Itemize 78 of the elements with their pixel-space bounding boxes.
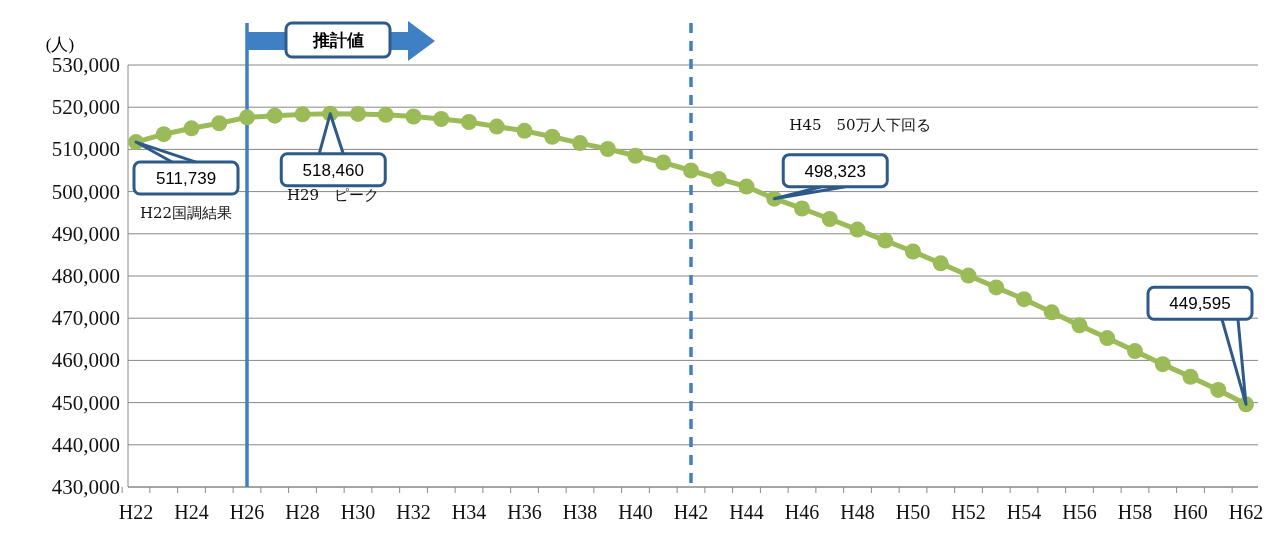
point	[1043, 304, 1060, 321]
x-tick-label: H48	[840, 501, 875, 523]
point	[1154, 356, 1171, 373]
point	[461, 113, 477, 130]
x-tick-label: H62	[1228, 501, 1264, 523]
point	[683, 162, 699, 179]
annotation: H45 50万人下回る	[789, 116, 931, 134]
data-label: 498,323	[804, 161, 866, 181]
point	[932, 255, 949, 272]
point	[516, 122, 533, 139]
point	[211, 115, 228, 132]
point	[155, 126, 172, 143]
y-tick-label: 470,000	[51, 306, 120, 331]
y-tick-label: 430,000	[51, 475, 120, 499]
x-tick-label: H50	[895, 501, 931, 523]
annotation: H29 ピーク	[286, 186, 380, 204]
annotation: H22国調結果	[139, 204, 233, 222]
x-tick-label: H36	[507, 501, 542, 523]
point	[960, 267, 977, 284]
x-tick-label: H42	[673, 501, 709, 523]
point	[738, 178, 755, 195]
y-tick-label: 500,000	[51, 179, 120, 204]
x-tick-label: H24	[174, 501, 209, 523]
x-tick-label: H44	[729, 501, 764, 523]
point	[1099, 330, 1116, 347]
y-tick-label: 480,000	[51, 264, 120, 288]
point	[266, 107, 283, 124]
point	[294, 106, 311, 123]
point	[655, 154, 672, 171]
x-tick-label: H38	[562, 501, 598, 523]
point	[849, 221, 866, 238]
point	[572, 135, 588, 152]
point	[599, 140, 616, 157]
x-tick-label: H40	[618, 501, 653, 523]
point	[183, 120, 200, 137]
y-axis-title: (人)	[45, 35, 75, 54]
y-tick-label: 530,000	[51, 53, 120, 77]
point	[377, 106, 394, 123]
data-label: 511,739	[155, 169, 217, 189]
point	[350, 105, 366, 122]
point	[544, 128, 561, 145]
data-label: 518,460	[302, 160, 364, 180]
point	[1127, 343, 1143, 360]
x-tick-label: H34	[451, 501, 487, 523]
point	[877, 232, 894, 249]
point	[1182, 368, 1199, 385]
point	[1016, 291, 1032, 308]
point	[433, 111, 450, 128]
x-tick-label: H26	[229, 501, 265, 523]
y-tick-label: 450,000	[51, 390, 120, 415]
x-tick-label: H54	[1006, 501, 1042, 523]
point	[710, 170, 727, 187]
x-tick-label: H30	[340, 501, 376, 523]
x-tick-label: H28	[285, 501, 320, 523]
x-tick-label: H46	[784, 501, 820, 523]
x-tick-label: H22	[118, 501, 154, 523]
point	[239, 109, 255, 126]
x-tick-label: H58	[1117, 501, 1153, 523]
data-label: 449,595	[1169, 294, 1231, 314]
point	[1210, 381, 1227, 398]
y-tick-label: 460,000	[51, 348, 120, 373]
point	[627, 147, 644, 164]
y-tick-label: 490,000	[51, 221, 120, 246]
point	[1071, 317, 1088, 334]
x-tick-label: H56	[1062, 501, 1097, 523]
y-tick-label: 440,000	[51, 432, 120, 457]
point	[905, 243, 921, 260]
y-tick-label: 510,000	[51, 137, 120, 162]
x-tick-label: H52	[951, 501, 986, 523]
point	[794, 200, 810, 217]
text: 推計値	[311, 30, 364, 50]
point	[821, 211, 838, 228]
x-tick-label: H32	[396, 501, 431, 523]
y-tick-label: 520,000	[51, 95, 120, 120]
point	[405, 108, 422, 125]
x-tick-label: H60	[1173, 501, 1208, 523]
point	[488, 118, 505, 135]
point	[988, 279, 1005, 296]
